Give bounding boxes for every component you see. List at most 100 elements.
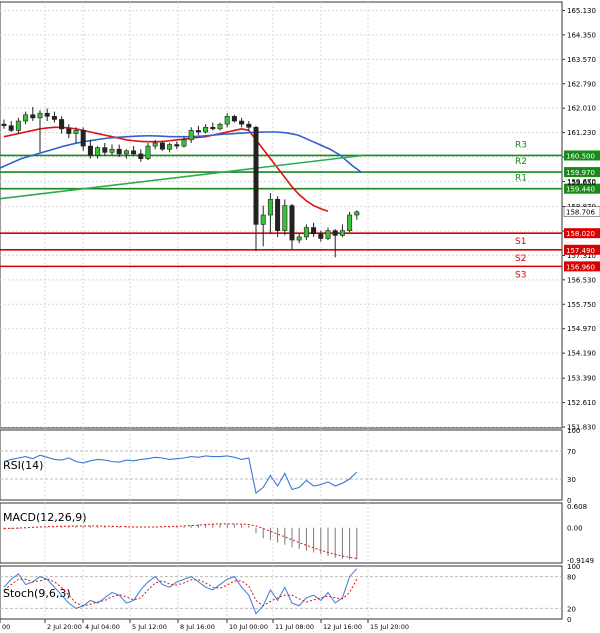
candle-body [231, 116, 237, 122]
level-name-R3: R3 [515, 140, 527, 150]
y-tick-label: 155.750 [567, 301, 596, 309]
candle-body [239, 120, 245, 125]
price-label: 159.650 [567, 179, 596, 187]
candle-body [30, 114, 36, 119]
stoch-tick-label: 100 [567, 563, 580, 571]
macd-tick-label: 0.00 [567, 525, 583, 533]
candle-body [260, 214, 266, 225]
candle-body [282, 205, 288, 231]
candle-body [59, 119, 65, 130]
y-tick-label: 154.970 [567, 325, 596, 333]
x-tick-label: 2 Jul 20:00 [47, 623, 82, 631]
level-price-box [564, 150, 600, 161]
rsi-tick-label: 100 [567, 427, 580, 435]
x-tick-label: 5 Jul 12:00 [132, 623, 167, 631]
ma-line-2 [0, 154, 363, 200]
rsi-frame [0, 429, 563, 501]
macd-tick-label: -0.9149 [567, 557, 594, 565]
candle-body [354, 211, 360, 216]
candle-body [325, 230, 331, 239]
level-price-box [564, 183, 600, 194]
y-tick-label: 157.310 [567, 252, 596, 260]
rsi-title: RSI(14) [3, 459, 43, 472]
candle-body [275, 199, 281, 231]
candle-body [37, 112, 43, 119]
y-tick-label: 165.130 [567, 7, 596, 15]
candle-body [296, 236, 302, 241]
stoch-tick-label: 80 [567, 574, 576, 582]
y-tick-label: 161.230 [567, 129, 596, 137]
candle-body [159, 142, 165, 150]
candle-body [318, 233, 324, 239]
main-price-panel: 165.130 164.350 163.570 162.790 162.010 161.2… [0, 1, 600, 432]
candle-body [289, 205, 295, 241]
macd-title: MACD(12,26,9) [3, 511, 87, 524]
y-tick-label: 162.790 [567, 80, 596, 88]
candle-body [167, 144, 173, 150]
rsi-tick-label: 30 [567, 476, 576, 484]
level-price-label: 160.500 [566, 152, 595, 160]
macd-frame [0, 502, 563, 564]
level-name-S2: S2 [515, 254, 526, 264]
candle-body [66, 128, 72, 134]
candle-body [339, 230, 345, 236]
candle-body [332, 230, 338, 236]
level-name-S3: S3 [515, 270, 526, 280]
level-name-S1: S1 [515, 237, 526, 247]
candle-body [131, 150, 137, 155]
candle-body [253, 126, 259, 225]
candle-body [195, 130, 201, 133]
level-price-label: 156.960 [566, 263, 595, 271]
candle-body [109, 148, 115, 153]
candle-body [303, 227, 309, 238]
ma-line-1 [0, 131, 363, 174]
ma-line-0 [3, 126, 329, 212]
candle-body [123, 150, 129, 155]
level-name-R2: R2 [515, 157, 527, 167]
y-tick-label: 151.830 [567, 424, 596, 432]
candle-body [138, 153, 144, 159]
x-axis: 00 2 Jul 20:00 4 Jul 04:00 5 Jul 12:00 8 Jul… [0, 619, 409, 631]
level-price-box [564, 244, 600, 255]
y-tick-label: 159.670 [567, 178, 596, 186]
stoch-tick-label: 20 [567, 605, 576, 613]
candle-body [102, 147, 108, 153]
macd-tick-label: 0.608 [567, 503, 587, 511]
candle-body [181, 139, 187, 147]
rsi-tick-label: 70 [567, 448, 576, 456]
level-price-box [564, 167, 600, 178]
candle-body [145, 145, 151, 159]
level-price-box [564, 261, 600, 272]
stoch-tick-label: 0 [567, 616, 571, 624]
candle-body [210, 126, 216, 130]
candle-body [152, 142, 158, 147]
x-tick-label: 8 Jul 16:00 [180, 623, 215, 631]
stoch-k-line [3, 568, 358, 615]
current-price-box [563, 206, 600, 217]
candle-body [73, 130, 79, 134]
candle-body [246, 123, 252, 128]
x-tick-label: 4 Jul 04:00 [85, 623, 120, 631]
x-tick-label: 11 Jul 08:00 [275, 623, 314, 631]
candle-body [188, 130, 194, 141]
candle-body [23, 114, 29, 122]
candle-body [174, 144, 180, 147]
candle-body [44, 112, 50, 117]
candle-body [80, 130, 86, 147]
level-price-label: 157.490 [566, 247, 595, 255]
candle-body [203, 126, 209, 133]
x-tick-label: 15 Jul 20:00 [370, 623, 409, 631]
y-tick-label: 152.610 [567, 399, 596, 407]
y-tick-label: 156.530 [567, 276, 596, 284]
candle-body [95, 147, 101, 156]
stoch-panel: Stoch(9,6,3) 100 80 20 0 [0, 563, 580, 624]
candle-body [15, 120, 21, 131]
y-tick-label: 163.570 [567, 56, 596, 64]
candle-body [311, 227, 317, 235]
candle-body [8, 125, 14, 131]
candle-body [224, 116, 230, 125]
stoch-frame [0, 565, 563, 620]
x-tick-label: 10 Jul 00:00 [229, 623, 268, 631]
level-price-box [564, 228, 600, 239]
level-price-label: 159.440 [566, 186, 595, 194]
